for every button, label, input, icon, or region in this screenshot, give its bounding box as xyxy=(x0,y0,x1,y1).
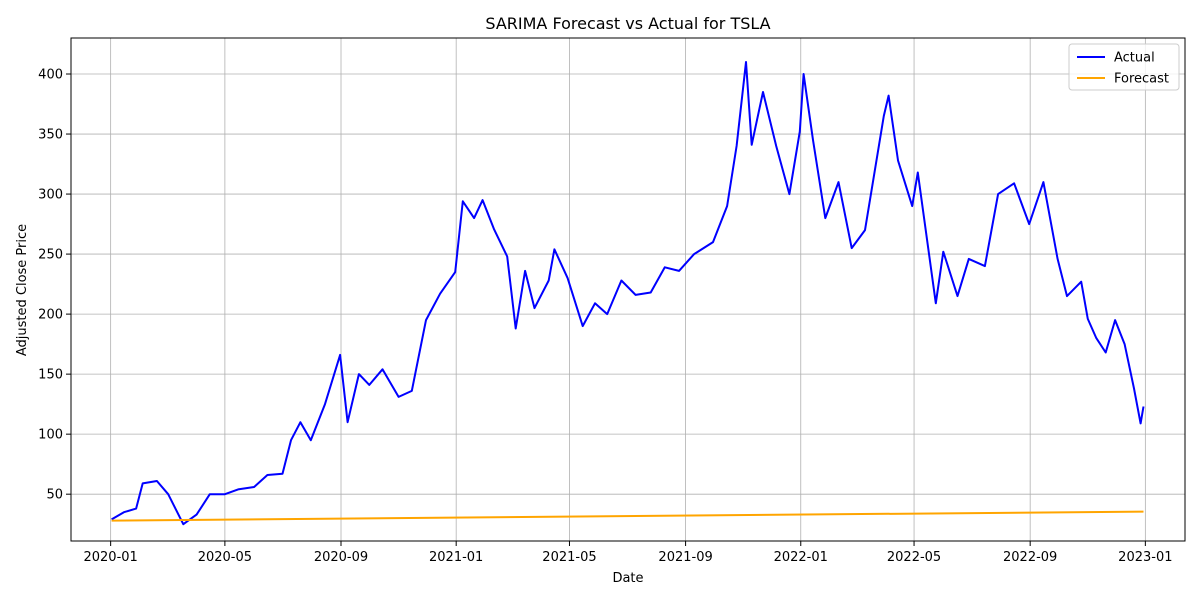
y-tick-label: 350 xyxy=(38,128,63,143)
series-line-actual xyxy=(111,61,1145,526)
y-tick-label: 50 xyxy=(46,488,63,503)
legend-label-actual: Actual xyxy=(1114,51,1155,66)
x-tick-label: 2023-01 xyxy=(1118,550,1172,565)
x-tick-label: 2022-05 xyxy=(887,550,941,565)
y-tick-label: 200 xyxy=(38,308,63,323)
x-tick-label: 2022-09 xyxy=(1003,550,1057,565)
legend: Actual Forecast xyxy=(1068,43,1180,91)
x-tick-label: 2021-01 xyxy=(429,550,483,565)
x-axis: 2020-01 2020-05 2020-09 2021-01 2021-05 2021-… xyxy=(83,541,1173,565)
grid-lines xyxy=(71,38,1185,541)
chart-title: SARIMA Forecast vs Actual for TSLA xyxy=(485,14,770,33)
y-axis-label: Adjusted Close Price xyxy=(15,224,30,356)
x-tick-label: 2020-01 xyxy=(83,550,137,565)
plot-frame xyxy=(70,37,1186,542)
x-tick-label: 2022-01 xyxy=(774,550,828,565)
y-tick-label: 250 xyxy=(38,248,63,263)
y-tick-label: 100 xyxy=(38,428,63,443)
series-line-forecast xyxy=(111,510,1144,522)
y-tick-label: 300 xyxy=(38,188,63,203)
y-axis: 50 100 150 200 250 300 350 400 xyxy=(38,68,71,503)
y-tick-label: 400 xyxy=(38,68,63,83)
legend-label-forecast: Forecast xyxy=(1114,72,1169,87)
x-tick-label: 2021-05 xyxy=(542,550,596,565)
x-tick-label: 2020-05 xyxy=(198,550,252,565)
x-tick-label: 2020-09 xyxy=(314,550,368,565)
x-tick-label: 2021-09 xyxy=(658,550,712,565)
x-axis-label: Date xyxy=(612,571,643,586)
series-lines xyxy=(111,61,1145,526)
y-tick-label: 150 xyxy=(38,368,63,383)
